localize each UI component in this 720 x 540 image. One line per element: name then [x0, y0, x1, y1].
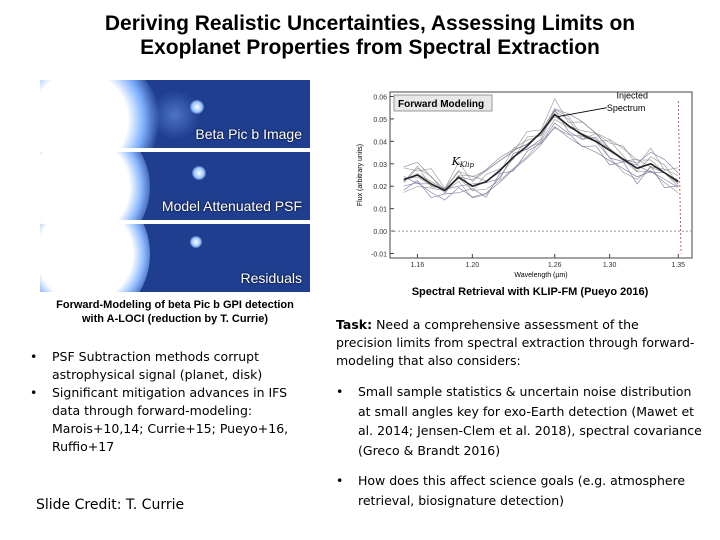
image-caption-line-2: with A-LOCI (reduction by T. Currie)	[82, 313, 268, 325]
trial-series-line	[403, 109, 679, 190]
chart-title-box	[393, 94, 493, 112]
panel-label: Residuals	[240, 270, 302, 286]
image-caption: Forward-Modeling of beta Pic b GPI detec…	[40, 298, 310, 326]
bullet-text: Significant mitigation advances in IFS d…	[52, 385, 289, 454]
residuals-panel: Residuals	[40, 224, 310, 292]
model-psf-panel: Model Attenuated PSF	[40, 152, 310, 220]
task-paragraph: Task: Need a comprehensive assessment of…	[336, 316, 696, 370]
trial-series-line	[403, 126, 679, 201]
x-tick-label: 1.30	[603, 262, 617, 269]
title-line-1: Deriving Realistic Uncertainties, Assess…	[104, 12, 636, 35]
title-line-2: Exoplanet Properties from Spectral Extra…	[140, 36, 600, 59]
y-tick-label: 0.01	[373, 207, 387, 214]
x-tick-label: 1.26	[548, 262, 562, 269]
trial-series-line	[403, 116, 679, 190]
panel-label: Model Attenuated PSF	[161, 198, 302, 214]
list-item: • How does this affect science goals (e.…	[336, 471, 706, 510]
image-stack: Beta Pic b Image Model Attenuated PSF Re…	[40, 80, 310, 292]
y-tick-label: 0.00	[373, 229, 387, 236]
injected-spectrum-line	[403, 113, 679, 192]
spectrum-chart-svg: 0.06 0.05 0.04 0.03 0.02 0.01 0.00 -0.01 1.16 1.2…	[357, 91, 693, 279]
x-axis-label: Wavelength (µm)	[514, 272, 567, 279]
injected-annotation-line-2: Spectrum	[607, 103, 646, 113]
red-series-line	[677, 100, 682, 254]
chart-caption: Spectral Retrieval with KLIP-FM (Pueyo 2…	[411, 286, 649, 298]
x-tick-label: 1.20	[466, 262, 480, 269]
x-tick-label: 1.16	[411, 262, 425, 269]
y-tick-label: 0.03	[373, 162, 387, 169]
bullet-marker: •	[336, 384, 344, 399]
task-label: Task:	[336, 317, 373, 332]
y-tick-label: -0.01	[371, 252, 387, 259]
y-tick-label: 0.05	[373, 117, 387, 124]
y-tick-label: 0.04	[373, 139, 387, 146]
injected-annotation-line-1: Injected	[617, 91, 649, 101]
bullet-text: How does this affect science goals (e.g.…	[358, 473, 686, 508]
trial-series-line	[403, 98, 679, 190]
chart-title: Forward Modeling	[398, 99, 484, 110]
bullet-marker: •	[30, 349, 38, 364]
left-bullet-list: • PSF Subtraction methods corrupt astrop…	[30, 348, 290, 456]
bullet-marker: •	[336, 473, 344, 488]
list-item: • PSF Subtraction methods corrupt astrop…	[30, 348, 290, 384]
bullet-text: PSF Subtraction methods corrupt astrophy…	[52, 349, 263, 382]
bullet-marker: •	[30, 385, 38, 400]
right-bullet-list: • Small sample statistics & uncertain no…	[336, 382, 706, 521]
list-item: • Small sample statistics & uncertain no…	[336, 382, 706, 460]
slide-credit: Slide Credit: T. Currie	[36, 497, 185, 513]
x-tick-label: 1.35	[671, 262, 685, 269]
kklip-annotation-sub: Klip	[459, 161, 475, 169]
slide-title: Deriving Realistic Uncertainties, Assess…	[40, 12, 700, 60]
beta-pic-image-panel: Beta Pic b Image	[40, 80, 310, 148]
injected-annotation-arrow	[557, 107, 607, 118]
task-text: Need a comprehensive assessment of the p…	[336, 317, 695, 368]
y-tick-label: 0.06	[373, 94, 387, 101]
y-axis-label: Flux (arbitrary units)	[357, 144, 364, 206]
trial-series-line	[403, 122, 679, 199]
bullet-text: Small sample statistics & uncertain nois…	[358, 384, 702, 458]
kklip-annotation: K	[451, 155, 461, 168]
y-tick-label: 0.02	[373, 184, 387, 191]
panel-label: Beta Pic b Image	[195, 126, 302, 142]
image-caption-line-1: Forward-Modeling of beta Pic b GPI detec…	[56, 299, 294, 311]
list-item: • Significant mitigation advances in IFS…	[30, 384, 290, 456]
spectrum-chart: 0.06 0.05 0.04 0.03 0.02 0.01 0.00 -0.01 1.16 1.2…	[352, 88, 710, 284]
